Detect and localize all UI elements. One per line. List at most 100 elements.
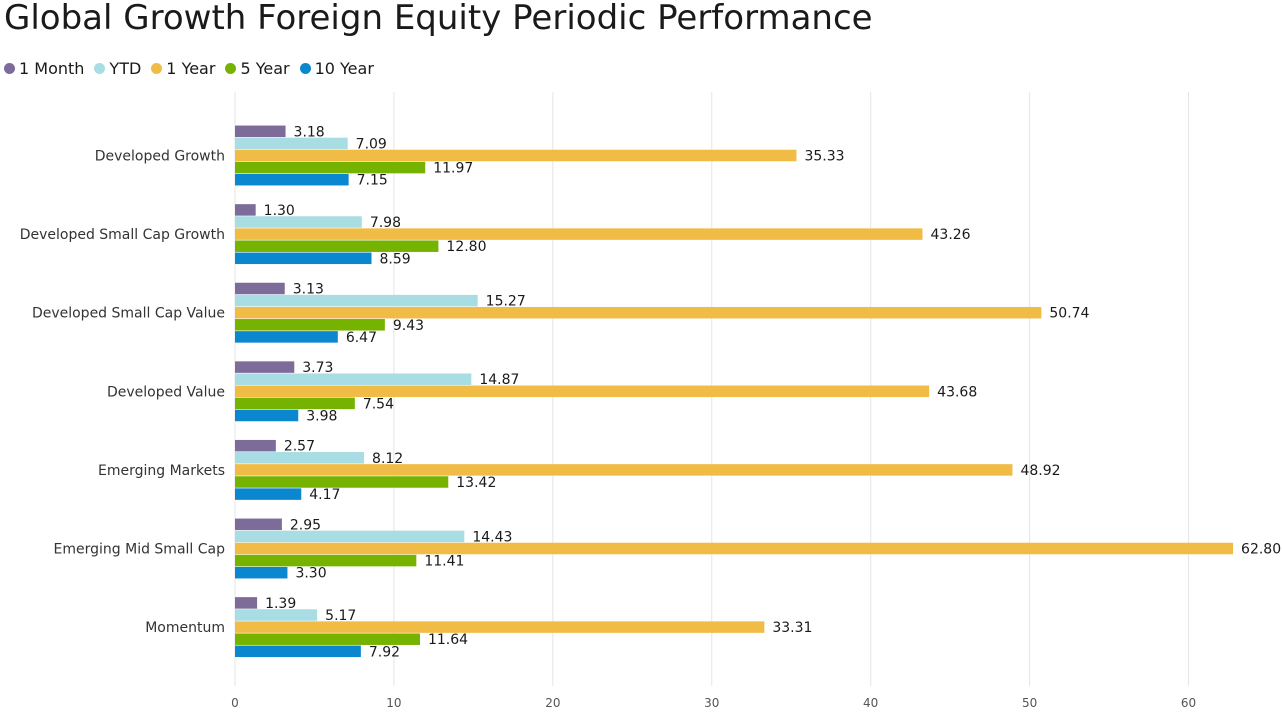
bar [235,173,349,186]
data-label: 6.47 [346,330,377,346]
bar [235,125,286,138]
chart-title: Global Growth Foreign Equity Periodic Pe… [4,0,873,38]
bar [235,294,478,307]
data-label: 13.42 [456,475,496,491]
data-label: 2.95 [290,517,321,533]
bar [235,240,439,252]
bar [235,488,302,500]
legend-item[interactable]: 10 Year [299,58,374,78]
legend-swatch [94,62,106,74]
bar [235,542,1234,555]
data-label: 7.54 [363,396,394,412]
legend-label: 5 Year [240,58,290,78]
data-label: 3.98 [306,409,337,425]
bar [235,645,361,658]
bar [235,397,355,410]
bar [235,252,372,265]
bar [235,554,417,567]
data-label: 33.31 [772,620,812,636]
data-label: 3.30 [295,566,326,582]
data-label: 62.80 [1241,542,1281,558]
bar [235,385,930,398]
x-tick-label: 40 [863,696,878,710]
legend-label: 10 Year [314,58,374,78]
data-label: 43.68 [937,384,977,400]
data-label: 3.18 [294,124,325,140]
data-label: 5.17 [325,608,356,624]
legend-item[interactable]: 5 Year [225,58,290,78]
bar [235,228,923,240]
bar [235,204,256,216]
data-label: 14.87 [479,372,519,388]
bar [235,439,276,452]
data-label: 7.92 [369,644,400,660]
data-label: 7.15 [357,173,388,189]
bar [235,409,299,422]
data-label: 1.39 [265,596,296,612]
legend-swatch [151,62,163,74]
data-label: 43.26 [931,227,971,243]
bar [235,161,426,174]
bar [235,476,449,488]
x-tick-label: 20 [545,696,560,710]
data-label: 7.98 [370,215,401,231]
category-label: Developed Growth [95,149,225,165]
bar [235,216,362,228]
data-label: 3.13 [293,282,324,298]
bar [235,306,1042,319]
legend-label: 1 Month [19,58,85,78]
data-label: 12.80 [446,239,486,255]
category-label: Emerging Mid Small Cap [54,542,226,558]
x-tick-label: 50 [1022,696,1037,710]
category-label: Developed Small Cap Value [32,306,225,322]
bar [235,530,465,543]
data-label: 7.09 [356,136,387,152]
x-tick-label: 0 [231,696,239,710]
bar [235,282,285,295]
data-label: 48.92 [1020,463,1060,479]
data-label: 14.43 [472,529,512,545]
bar [235,319,385,331]
bar [235,621,765,633]
x-tick-label: 60 [1181,696,1196,710]
data-label: 3.73 [302,360,333,376]
chart-legend: 1 Month YTD 1 Year 5 Year 10 Year [4,56,384,80]
x-tick-label: 10 [386,696,401,710]
bar [235,633,420,645]
data-label: 50.74 [1049,306,1089,322]
data-label: 9.43 [393,318,424,334]
category-label: Emerging Markets [98,463,225,479]
legend-item[interactable]: YTD [94,59,141,78]
data-label: 15.27 [486,294,526,310]
data-label: 8.59 [380,251,411,267]
bar [235,464,1013,476]
category-label: Momentum [145,620,225,636]
legend-label: YTD [109,58,142,78]
bar [235,373,472,385]
bar [235,452,365,464]
bar [235,609,318,621]
bar [235,137,348,150]
bar [235,361,295,373]
x-tick-label: 30 [704,696,719,710]
data-label: 11.97 [433,161,473,177]
legend-item[interactable]: 1 Year [151,59,215,78]
data-label: 8.12 [372,451,403,467]
data-label: 11.64 [428,632,468,648]
legend-item[interactable]: 1 Month [4,59,84,78]
legend-label: 1 Year [166,58,216,78]
category-label: Developed Small Cap Growth [20,227,225,243]
legend-swatch [4,62,15,74]
bar [235,331,338,343]
data-label: 4.17 [309,487,340,503]
data-label: 1.30 [264,203,295,219]
bar [235,566,288,579]
bar [235,149,797,162]
bar [235,597,258,609]
bar [235,518,282,531]
legend-swatch [225,62,237,74]
data-label: 11.41 [424,554,464,570]
legend-swatch [299,62,311,74]
